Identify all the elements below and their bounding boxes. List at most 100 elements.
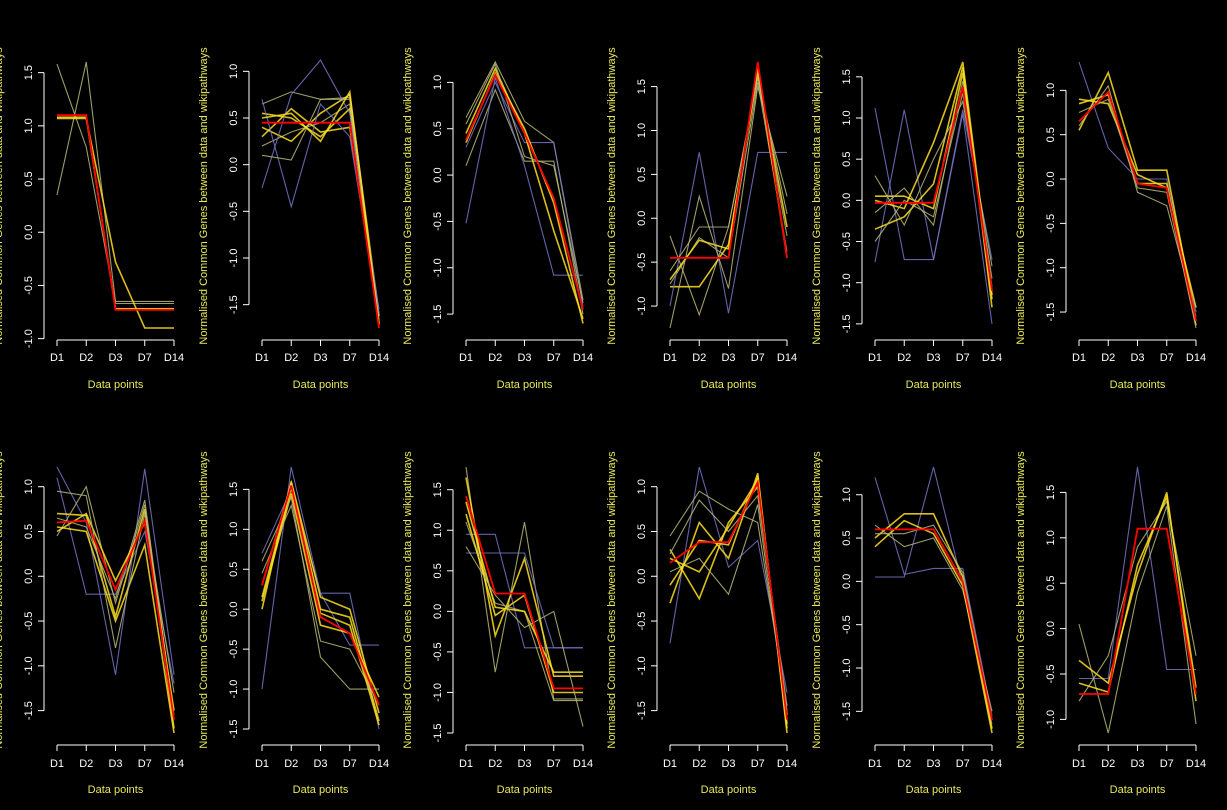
y-tick-label: 0.0 — [432, 604, 444, 619]
y-tick-label: -1.5 — [1045, 303, 1057, 322]
y-tick-label: -1.0 — [23, 656, 35, 675]
center-line — [465, 495, 583, 690]
y-tick-label: 0.0 — [636, 211, 648, 226]
x-tick-label: D7 — [343, 352, 357, 364]
series-line — [1078, 70, 1197, 322]
y-tick-label: 1.0 — [23, 118, 35, 133]
x-tick-label: D3 — [721, 352, 735, 364]
chart-panel-7: D1 D2 D3 D7 D14 Data points -1.5 -1.0 -0.5 0.0 0.5… — [0, 451, 184, 796]
x-tick-label: D2 — [79, 352, 93, 364]
y-axis-label: Normalised Common Genes between data and… — [402, 47, 414, 345]
chart-panel-6: D1 D2 D3 D7 D14 Data points -1.5 -1.0 -0.5 0.0 0.5… — [1015, 47, 1206, 391]
x-tick-label: D2 — [897, 352, 911, 364]
y-tick-label: 1.5 — [841, 69, 853, 84]
chart-panel-9: D1 D2 D3 D7 D14 Data points -1.5 -1.0 -0.5 0.0 0.5… — [402, 451, 593, 796]
series-line — [875, 466, 993, 725]
x-tick-label: D14 — [1186, 758, 1206, 770]
center-line — [465, 72, 584, 310]
x-axis-label: Data points — [293, 784, 349, 796]
series-line — [465, 75, 583, 276]
y-tick-label: 1.0 — [432, 523, 444, 538]
x-tick-label: D14 — [369, 758, 389, 770]
y-tick-label: -1.0 — [636, 656, 648, 675]
series-line — [56, 499, 175, 720]
series-line — [1078, 494, 1197, 694]
series-line — [56, 63, 174, 305]
y-tick-label: 0.5 — [432, 121, 444, 136]
y-tick-label: 1.0 — [228, 64, 240, 79]
x-tick-label: D3 — [313, 352, 327, 364]
y-tick-label: 0.5 — [228, 110, 240, 125]
series-line — [465, 71, 584, 324]
series-line — [465, 546, 584, 727]
series-line — [465, 501, 583, 674]
y-tick-label: 0.5 — [228, 562, 240, 577]
x-tick-label: D3 — [313, 758, 327, 770]
x-tick-label: D3 — [1130, 758, 1144, 770]
y-tick-label: -1.5 — [23, 701, 35, 720]
x-axis-label: Data points — [88, 379, 144, 391]
x-axis-label: Data points — [1110, 379, 1166, 391]
y-tick-label: 0.5 — [1045, 127, 1057, 142]
y-axis-label: Normalised Common Genes between data and… — [0, 451, 5, 749]
x-tick-label: D14 — [1186, 352, 1206, 364]
center-line — [1079, 527, 1197, 695]
y-tick-label: 0.5 — [23, 171, 35, 186]
x-tick-label: D2 — [897, 758, 911, 770]
x-tick-label: D1 — [1072, 352, 1086, 364]
y-tick-label: -1.0 — [841, 273, 853, 292]
x-axis-label: Data points — [906, 784, 962, 796]
chart-panel-1: D1 D2 D3 D7 D14 Data points -1.0 -0.5 0.0 0.5 1.0 1… — [0, 47, 184, 391]
x-tick-label: D7 — [1160, 758, 1174, 770]
chart-panel-3: D1 D2 D3 D7 D14 Data points -1.5 -1.0 -0.5 0.0 0.5… — [402, 47, 593, 391]
x-tick-label: D3 — [721, 758, 735, 770]
y-axis-label: Normalised Common Genes between data and… — [198, 47, 210, 345]
series-line — [1078, 98, 1197, 329]
y-tick-label: 0.5 — [636, 524, 648, 539]
y-tick-label: 1.0 — [228, 522, 240, 537]
y-tick-label: -0.5 — [23, 612, 35, 631]
x-axis-label: Data points — [906, 379, 962, 391]
x-tick-label: D1 — [1072, 758, 1086, 770]
y-tick-label: 1.5 — [228, 482, 240, 497]
series-line — [874, 512, 993, 729]
y-axis-label: Normalised Common Genes between data and… — [606, 451, 618, 749]
y-tick-label: 1.0 — [841, 487, 853, 502]
x-tick-label: D14 — [369, 352, 389, 364]
x-tick-label: D7 — [138, 352, 152, 364]
y-tick-label: -1.5 — [636, 701, 648, 720]
x-tick-label: D3 — [926, 352, 940, 364]
y-tick-label: -1.0 — [841, 659, 853, 678]
x-tick-label: D3 — [1130, 352, 1144, 364]
series-line — [465, 66, 584, 319]
y-axis-label: Normalised Common Genes between data and… — [606, 47, 618, 345]
x-tick-label: D7 — [751, 758, 765, 770]
x-tick-label: D7 — [1160, 352, 1174, 364]
x-tick-label: D2 — [1101, 758, 1115, 770]
x-tick-label: D1 — [50, 352, 64, 364]
series-line — [669, 466, 788, 693]
x-tick-label: D7 — [547, 758, 561, 770]
y-tick-label: -1.0 — [432, 258, 444, 277]
y-tick-label: 0.5 — [432, 563, 444, 578]
series-line — [56, 490, 175, 693]
x-axis-label: Data points — [497, 379, 553, 391]
x-tick-label: D2 — [488, 758, 502, 770]
center-line — [262, 121, 380, 329]
series-line — [465, 81, 584, 307]
x-tick-label: D2 — [284, 758, 298, 770]
series-line — [875, 72, 993, 300]
x-axis-label: Data points — [1110, 784, 1166, 796]
y-tick-label: 1.0 — [636, 123, 648, 138]
y-tick-label: 0.0 — [636, 569, 648, 584]
x-tick-label: D2 — [284, 352, 298, 364]
y-tick-label: -1.0 — [1045, 710, 1057, 729]
series-line — [874, 477, 993, 716]
chart-panel-11: D1 D2 D3 D7 D14 Data points -1.5 -1.0 -0.5 0.0 0.5… — [811, 451, 1002, 796]
y-axis-label: Normalised Common Genes between data and… — [0, 47, 5, 345]
y-axis-label: Normalised Common Genes between data and… — [198, 451, 210, 749]
y-tick-label: -1.0 — [23, 329, 35, 348]
series-line — [261, 89, 380, 326]
series-line — [465, 513, 583, 694]
y-tick-label: 1.0 — [841, 110, 853, 125]
